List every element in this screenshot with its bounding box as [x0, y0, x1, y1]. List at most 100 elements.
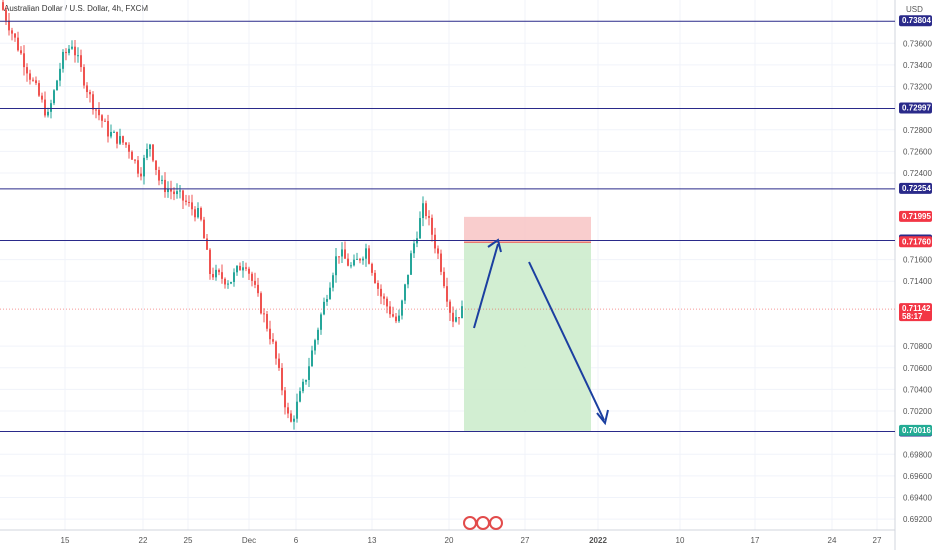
candle-body	[188, 201, 190, 203]
candle-body	[167, 189, 169, 193]
candle-body	[2, 2, 4, 10]
price-badge-text: 0.71760	[902, 237, 931, 246]
candle-body	[5, 9, 7, 21]
y-tick-label: 0.70600	[903, 364, 932, 373]
level-badge-text: 0.73804	[902, 16, 931, 25]
candle-body	[95, 109, 97, 111]
price-badge-text: 0.71142	[902, 304, 931, 313]
candle-body	[92, 94, 94, 110]
candle-body	[107, 121, 109, 137]
x-tick-label: 27	[521, 536, 530, 545]
candle-body	[59, 68, 61, 81]
candle-body	[413, 243, 415, 254]
candle-body	[398, 315, 400, 322]
candle-body	[65, 51, 67, 54]
candle-body	[173, 191, 175, 195]
candle-body	[185, 200, 187, 202]
candle-body	[401, 300, 403, 316]
candle-body	[203, 219, 205, 239]
x-tick-label: 13	[368, 536, 377, 545]
x-tick-label: 17	[751, 536, 760, 545]
candle-body	[344, 249, 346, 259]
candle-body	[50, 103, 52, 112]
candle-body	[110, 131, 112, 137]
candle-body	[377, 283, 379, 289]
candle-body	[254, 280, 256, 285]
candle-body	[101, 115, 103, 121]
candle-body	[287, 407, 289, 414]
candle-body	[26, 67, 28, 74]
candle-body	[155, 160, 157, 170]
candle-body	[179, 190, 181, 192]
x-tick-label: 2022	[589, 536, 607, 545]
x-tick-label: Dec	[242, 536, 256, 545]
candle-body	[332, 275, 334, 288]
candle-body	[230, 281, 232, 284]
x-tick-label: 24	[828, 536, 837, 545]
event-flag-icon	[476, 516, 490, 530]
candle-body	[293, 418, 295, 422]
candle-body	[215, 269, 217, 278]
candle-body	[275, 341, 277, 359]
candle-body	[128, 144, 130, 152]
candle-body	[263, 313, 265, 315]
candle-body	[74, 46, 76, 56]
candle-body	[272, 339, 274, 342]
y-tick-label: 0.71400	[903, 277, 932, 286]
candle-body	[311, 350, 313, 367]
candle-body	[314, 340, 316, 351]
candle-body	[368, 248, 370, 264]
candle-body	[458, 317, 460, 319]
candle-body	[212, 274, 214, 278]
y-tick-label: 0.70800	[903, 342, 932, 351]
candle-body	[122, 136, 124, 143]
x-tick-label: 20	[445, 536, 454, 545]
y-tick-label: 0.72400	[903, 169, 932, 178]
candle-body	[38, 83, 40, 96]
candle-body	[17, 37, 19, 51]
candle-body	[260, 293, 262, 314]
event-flag-icon	[463, 516, 477, 530]
level-badge	[899, 102, 932, 114]
candle-body	[386, 298, 388, 307]
price-badge	[899, 303, 932, 322]
candle-body	[305, 379, 307, 382]
candle-body	[134, 159, 136, 161]
candle-body	[170, 189, 172, 192]
chart-title: Australian Dollar / U.S. Dollar, 4h, FXC…	[4, 4, 148, 13]
candle-body	[437, 248, 439, 254]
candle-body	[62, 51, 64, 69]
candle-body	[323, 301, 325, 315]
y-tick-label: 0.70200	[903, 407, 932, 416]
candle-body	[383, 296, 385, 299]
candle-body	[338, 256, 340, 258]
candle-body	[410, 253, 412, 275]
candle-body	[428, 216, 430, 218]
candle-body	[317, 329, 319, 341]
candle-body	[281, 367, 283, 391]
candle-body	[335, 256, 337, 276]
price-badge-text: 0.70016	[902, 426, 931, 435]
candle-body	[176, 191, 178, 195]
level-badge-text: 0.72997	[902, 103, 931, 112]
price-badge-text: 0.71995	[902, 212, 931, 221]
candle-body	[242, 267, 244, 271]
x-tick-label: 10	[676, 536, 685, 545]
level-badge	[899, 182, 932, 194]
level-badge	[899, 15, 932, 27]
x-tick-label: 27	[873, 536, 882, 545]
candle-body	[347, 258, 349, 266]
risk-zone	[464, 216, 591, 243]
candle-body	[152, 144, 154, 161]
candle-body	[113, 131, 115, 133]
candle-body	[404, 284, 406, 301]
y-tick-label: 0.70400	[903, 385, 932, 394]
candle-body	[116, 131, 118, 144]
forecast-arrow-up-head	[487, 238, 502, 253]
candle-body	[461, 306, 463, 319]
candle-body	[248, 268, 250, 274]
candle-body	[371, 263, 373, 273]
candle-body	[68, 48, 70, 54]
